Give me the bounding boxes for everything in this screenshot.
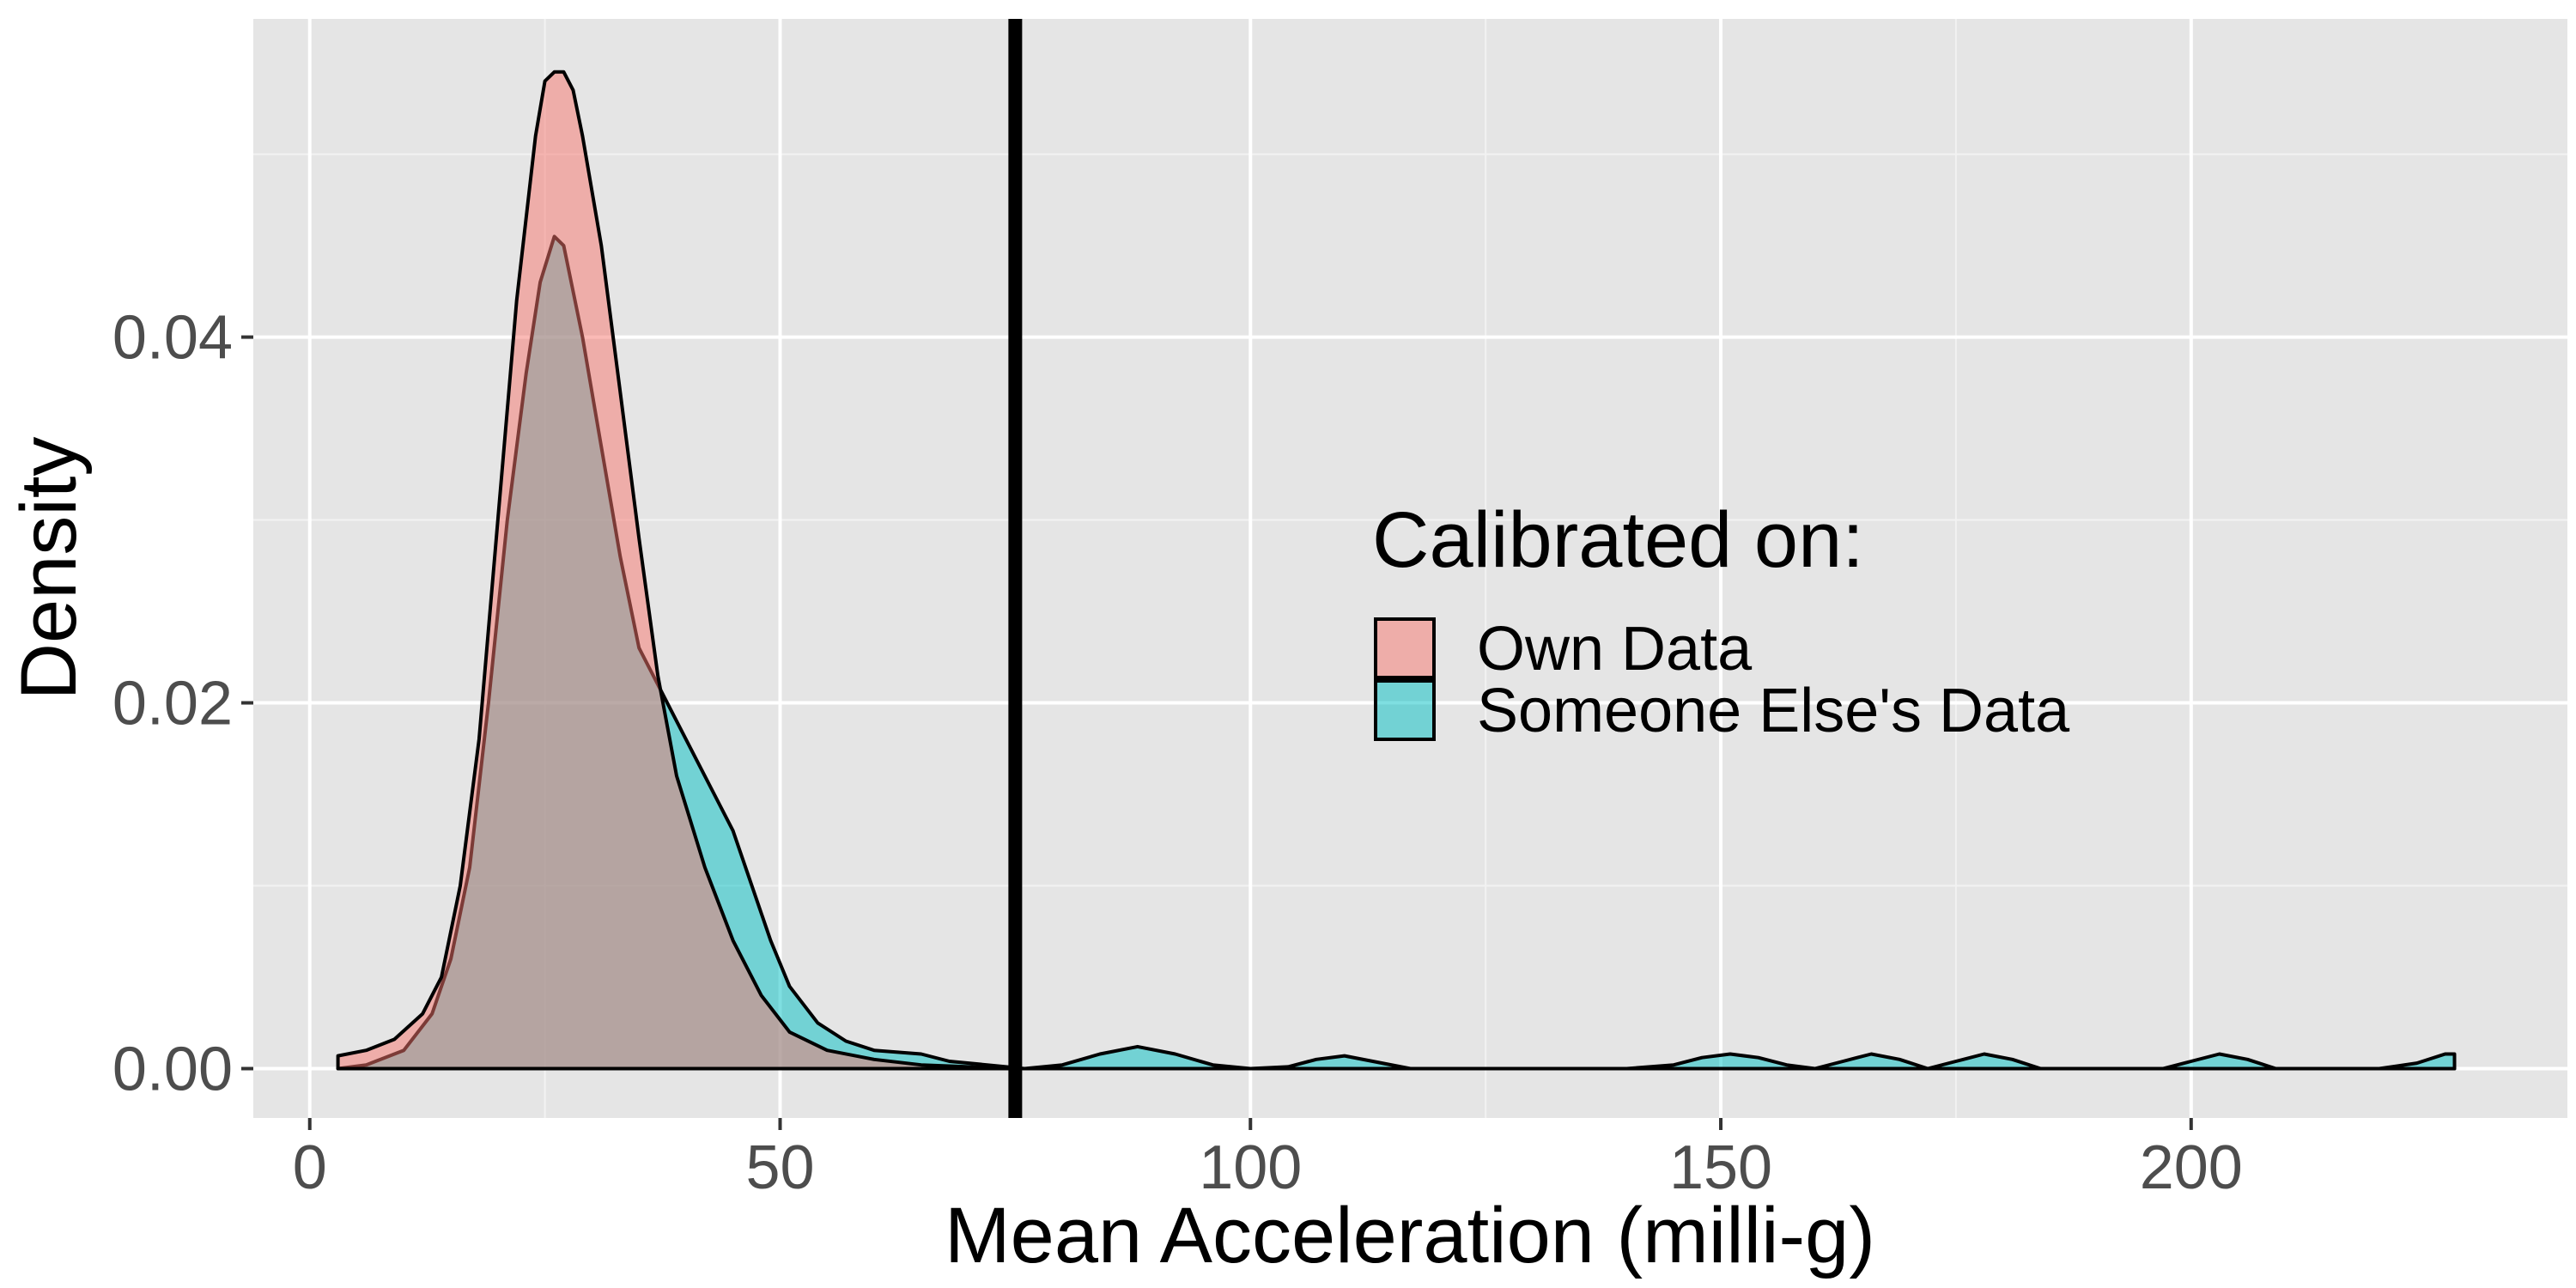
x-tick-label: 200: [2140, 1133, 2243, 1202]
x-tick-label: 50: [745, 1133, 814, 1202]
density-area-own-data: [336, 70, 2457, 1071]
legend: Calibrated on: Own Data Someone Else's D…: [1372, 496, 2070, 745]
y-axis-label: Density: [5, 437, 93, 701]
x-tick-label: 0: [293, 1133, 327, 1202]
density-areas: [336, 70, 2457, 1071]
y-tick-label: 0.04: [112, 304, 233, 373]
legend-key-someone-elses-data: [1374, 679, 1436, 741]
x-axis-label: Mean Acceleration (milli-g): [945, 1192, 1875, 1279]
y-tick-label: 0.02: [112, 670, 233, 738]
x-tick-label: 100: [1199, 1133, 1302, 1202]
y-axis: 0.00 0.02 0.04: [112, 304, 253, 1103]
y-tick-label: 0.00: [112, 1035, 233, 1103]
legend-label-someone-elses-data: Someone Else's Data: [1477, 677, 2070, 745]
x-tick-label: 150: [1669, 1133, 1772, 1202]
x-axis: 0 50 100 150 200: [293, 1118, 2243, 1202]
legend-title: Calibrated on:: [1372, 496, 1864, 584]
legend-label-own-data: Own Data: [1477, 615, 1753, 683]
legend-key-own-data: [1374, 617, 1436, 679]
